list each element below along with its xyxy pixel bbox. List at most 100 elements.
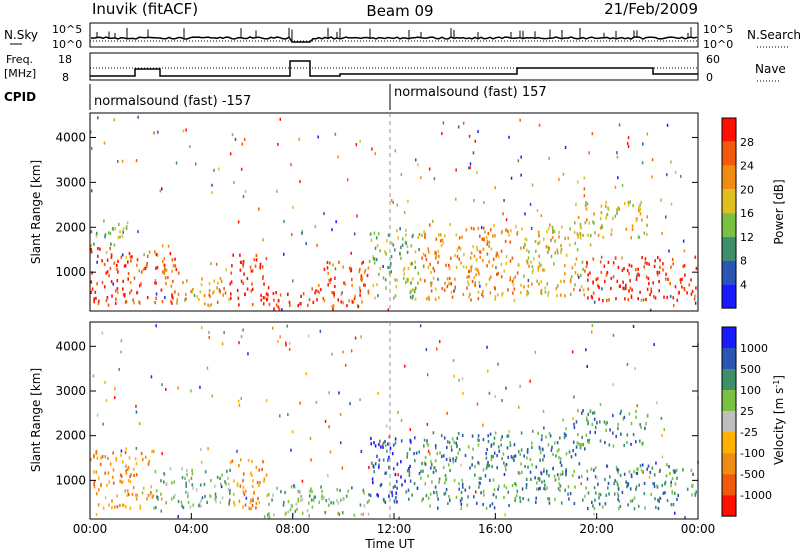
heatmap-cell <box>460 506 462 511</box>
heatmap-cell <box>474 464 476 469</box>
heatmap-cell <box>338 260 340 264</box>
heatmap-cell <box>670 480 672 484</box>
heatmap-cell <box>427 247 429 251</box>
heatmap-cell <box>384 439 386 444</box>
heatmap-cell <box>117 236 120 240</box>
heatmap-cell <box>560 225 563 229</box>
heatmap-cell <box>491 502 494 506</box>
heatmap-cell <box>571 473 574 478</box>
heatmap-cell <box>616 483 619 487</box>
heatmap-cell <box>280 490 282 494</box>
heatmap-cell <box>427 449 430 453</box>
heatmap-cell <box>124 293 126 297</box>
heatmap-cell <box>639 464 642 468</box>
heatmap-cell <box>626 485 628 489</box>
heatmap-cell <box>628 289 630 293</box>
heatmap-cell <box>317 289 319 294</box>
heatmap-cell <box>505 255 508 259</box>
heatmap-cell <box>469 292 471 296</box>
heatmap-cell <box>436 493 438 498</box>
heatmap-cell <box>403 268 405 272</box>
heatmap-cell <box>185 481 187 485</box>
heatmap-cell <box>371 461 373 465</box>
heatmap-cell <box>170 497 173 501</box>
heatmap-cell <box>376 244 379 248</box>
heatmap-cell <box>584 494 586 498</box>
heatmap-cell <box>500 262 503 266</box>
heatmap-cell <box>323 267 326 271</box>
heatmap-cell <box>628 200 631 204</box>
heatmap-cell <box>537 268 540 272</box>
heatmap-cell <box>213 484 216 488</box>
heatmap-cell <box>198 297 200 302</box>
heatmap-cell <box>490 454 493 458</box>
heatmap-cell <box>141 491 144 495</box>
heatmap-cell <box>537 230 540 234</box>
heatmap-cell <box>406 452 409 456</box>
velocity-colorbar-label: Velocity [m s-1] <box>772 375 787 465</box>
heatmap-cell <box>371 477 374 481</box>
heatmap-cell <box>500 443 502 447</box>
heatmap-cell <box>646 413 649 418</box>
heatmap-cell <box>234 137 237 141</box>
heatmap-cell <box>120 453 122 457</box>
heatmap-cell <box>514 496 517 500</box>
heatmap-cell <box>256 480 259 485</box>
heatmap-cell <box>585 486 587 490</box>
heatmap-cell <box>528 264 530 268</box>
heatmap-cell <box>332 307 334 311</box>
heatmap-cell <box>208 336 210 339</box>
heatmap-cell <box>129 281 132 285</box>
heatmap-cell <box>617 176 619 180</box>
heatmap-cell <box>337 501 340 505</box>
heatmap-cell <box>635 219 638 223</box>
heatmap-cell <box>642 470 644 474</box>
heatmap-cell <box>406 455 408 459</box>
heatmap-cell <box>378 272 380 276</box>
heatmap-cell <box>400 419 403 422</box>
heatmap-cell <box>125 447 127 451</box>
heatmap-cell <box>585 201 587 205</box>
heatmap-cell <box>436 452 439 456</box>
heatmap-cell <box>592 411 594 415</box>
heatmap-cell <box>574 271 577 275</box>
heatmap-cell <box>429 504 431 508</box>
heatmap-cell <box>615 465 618 469</box>
heatmap-cell <box>427 250 430 254</box>
colorbar-tick-label: 16 <box>740 207 754 220</box>
heatmap-cell <box>374 462 377 466</box>
heatmap-cell <box>449 223 451 227</box>
heatmap-cell <box>394 473 397 477</box>
heatmap-cell <box>308 501 310 505</box>
heatmap-cell <box>207 303 209 307</box>
heatmap-cell <box>436 347 438 351</box>
heatmap-cell <box>118 367 120 371</box>
heatmap-cell <box>162 270 164 274</box>
heatmap-cell <box>266 513 269 517</box>
heatmap-cell <box>484 474 487 478</box>
heatmap-cell <box>477 290 480 294</box>
heatmap-cell <box>649 470 652 475</box>
heatmap-cell <box>435 237 438 241</box>
heatmap-cell <box>494 234 496 238</box>
heatmap-cell <box>458 482 460 486</box>
heatmap-cell <box>540 472 543 476</box>
heatmap-cell <box>693 297 696 301</box>
heatmap-cell <box>435 490 438 494</box>
colorbar-frame <box>721 117 737 309</box>
heatmap-cell <box>546 486 548 490</box>
heatmap-cell <box>97 116 99 120</box>
heatmap-cell <box>107 456 109 460</box>
heatmap-cell <box>163 271 166 275</box>
heatmap-cell <box>263 479 265 483</box>
heatmap-cell <box>370 238 373 242</box>
heatmap-cell <box>437 497 439 501</box>
heatmap-cell <box>396 278 398 282</box>
heatmap-cell <box>674 482 677 486</box>
heatmap-cell <box>315 289 317 293</box>
heatmap-cell <box>378 463 380 467</box>
heatmap-cell <box>588 151 590 155</box>
heatmap-cell <box>255 501 258 505</box>
heatmap-cell <box>583 194 586 198</box>
heatmap-cell <box>643 492 646 496</box>
